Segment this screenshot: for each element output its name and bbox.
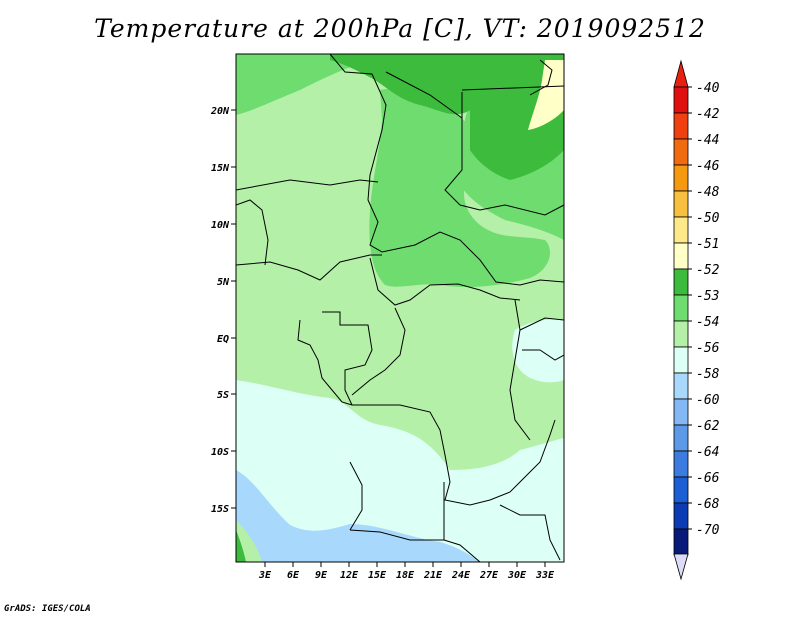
- field-west-green: [236, 54, 370, 115]
- legend-label: -44: [696, 133, 719, 148]
- legend-swatch: [673, 502, 689, 530]
- border-line: [369, 257, 521, 306]
- border-line: [349, 461, 363, 531]
- lat-label-15n: 15N: [211, 163, 230, 174]
- legend-swatch: [673, 164, 689, 192]
- legend-swatch: [673, 424, 689, 452]
- field-southwest-light-blue: [236, 470, 480, 562]
- lon-label-33e: 33E: [535, 570, 555, 581]
- legend-swatch: [673, 398, 689, 426]
- lon-label-3e: 3E: [258, 570, 272, 581]
- longitude-axis: 3E 6E 9E 12E 15E 18E 21E 24E 27E 30E 33E: [258, 562, 555, 581]
- legend-label: -66: [696, 471, 720, 486]
- legend-label: -50: [696, 211, 720, 226]
- field-lake-victoria-cyan: [512, 319, 564, 383]
- border-line: [499, 504, 561, 561]
- legend-label: -40: [696, 81, 720, 96]
- border-line: [349, 529, 444, 541]
- lon-label-24e: 24E: [451, 570, 471, 581]
- legend-label: -56: [696, 341, 720, 356]
- legend-swatch: [673, 346, 689, 374]
- legend-label: -64: [696, 445, 719, 460]
- legend-label: -51: [696, 237, 719, 252]
- chart-title: Temperature at 200hPa [C], VT: 201909251…: [94, 14, 706, 43]
- latitude-axis: 20N 15N 10N 5N EQ 5S 10S 15S: [210, 106, 236, 515]
- border-line: [297, 319, 353, 406]
- border-line: [322, 311, 373, 406]
- legend-swatch: [673, 112, 689, 140]
- legend-top-arrow: [673, 59, 689, 88]
- border-line: [351, 307, 406, 396]
- lon-label-12e: 12E: [340, 570, 359, 581]
- field-southwest-corner-green: [236, 530, 246, 562]
- lon-label-9e: 9E: [315, 570, 328, 581]
- lat-label-20n: 20N: [210, 106, 230, 117]
- field-northeast-yellow: [528, 60, 564, 130]
- legend-swatch: [673, 242, 689, 270]
- legend-label: -62: [696, 419, 720, 434]
- lon-label-18e: 18E: [396, 570, 415, 581]
- legend-label: -70: [696, 523, 720, 538]
- lon-label-21e: 21E: [423, 570, 443, 581]
- lat-label-5s: 5S: [217, 390, 229, 401]
- map-frame: [235, 53, 565, 563]
- lon-label-15e: 15E: [368, 570, 387, 581]
- lon-label-27e: 27E: [479, 570, 499, 581]
- color-legend: -40 -42 -44 -46 -48 -50 -51 -52 -53 -54 -56 -58 -60 -…: [673, 59, 720, 581]
- legend-swatch: [673, 528, 689, 556]
- border-line: [519, 317, 564, 331]
- lat-label-eq: EQ: [217, 334, 229, 345]
- border-line: [461, 85, 564, 91]
- lat-label-10n: 10N: [211, 220, 230, 231]
- legend-swatch: [673, 268, 689, 296]
- legend-label: -53: [696, 289, 719, 304]
- legend-label: -68: [696, 497, 720, 512]
- field-northeast-dark-green: [470, 54, 564, 180]
- temperature-field: [236, 54, 564, 562]
- border-line: [236, 199, 269, 266]
- legend-label: -58: [696, 367, 720, 382]
- lat-label-15s: 15S: [211, 504, 229, 515]
- field-central-green: [369, 88, 550, 288]
- lon-label-6e: 6E: [287, 570, 300, 581]
- legend-swatch: [673, 450, 689, 478]
- country-borders: [236, 54, 564, 562]
- lat-label-10s: 10S: [211, 447, 229, 458]
- legend-label: -42: [696, 107, 720, 122]
- legend-swatch: [673, 86, 689, 114]
- border-line: [236, 254, 382, 281]
- field-southern-light-cyan: [236, 380, 564, 562]
- border-line: [236, 179, 379, 191]
- credit-label: GrADS: IGES/COLA: [4, 604, 91, 614]
- border-line: [509, 299, 531, 441]
- border-line: [522, 349, 564, 361]
- border-line: [529, 59, 553, 96]
- border-line: [443, 482, 481, 562]
- border-line: [385, 71, 564, 216]
- border-line: [329, 54, 564, 286]
- legend-label: -46: [696, 159, 720, 174]
- legend-bottom-arrow: [673, 553, 689, 581]
- legend-label: -48: [696, 185, 720, 200]
- legend-swatch: [673, 190, 689, 218]
- legend-swatch: [673, 476, 689, 504]
- legend-swatch: [673, 320, 689, 348]
- legend-label: -54: [696, 315, 719, 330]
- legend-label: -60: [696, 393, 720, 408]
- border-line: [352, 404, 556, 506]
- legend-swatch: [673, 294, 689, 322]
- legend-swatch: [673, 138, 689, 166]
- lat-label-5n: 5N: [217, 277, 230, 288]
- legend-swatch: [673, 372, 689, 400]
- lon-label-30e: 30E: [507, 570, 527, 581]
- legend-swatch: [673, 216, 689, 244]
- legend-label: -52: [696, 263, 720, 278]
